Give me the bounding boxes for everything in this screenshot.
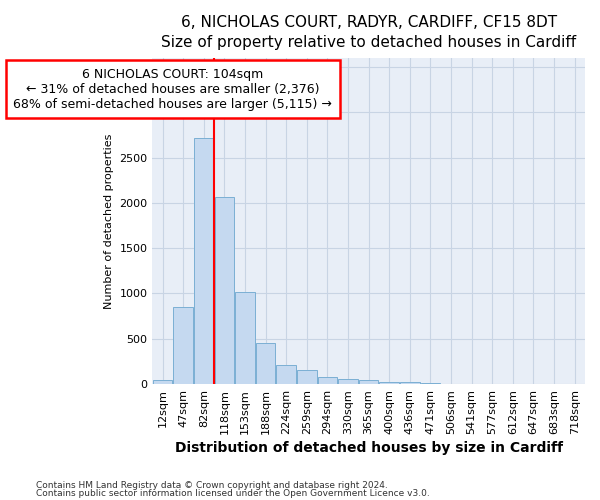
Text: 6 NICHOLAS COURT: 104sqm
← 31% of detached houses are smaller (2,376)
68% of sem: 6 NICHOLAS COURT: 104sqm ← 31% of detach… [13, 68, 332, 111]
Bar [317, 377, 337, 384]
Bar [400, 382, 419, 384]
Bar [297, 370, 317, 384]
Title: 6, NICHOLAS COURT, RADYR, CARDIFF, CF15 8DT
Size of property relative to detache: 6, NICHOLAS COURT, RADYR, CARDIFF, CF15 … [161, 15, 576, 50]
Y-axis label: Number of detached properties: Number of detached properties [104, 134, 114, 308]
Bar [215, 198, 234, 384]
Bar [173, 307, 193, 384]
X-axis label: Distribution of detached houses by size in Cardiff: Distribution of detached houses by size … [175, 441, 563, 455]
Bar [421, 383, 440, 384]
Bar [153, 380, 172, 384]
Bar [277, 365, 296, 384]
Bar [194, 138, 214, 384]
Bar [338, 378, 358, 384]
Text: Contains HM Land Registry data © Crown copyright and database right 2024.: Contains HM Land Registry data © Crown c… [36, 480, 388, 490]
Bar [256, 344, 275, 384]
Bar [235, 292, 255, 384]
Bar [379, 382, 399, 384]
Bar [359, 380, 379, 384]
Text: Contains public sector information licensed under the Open Government Licence v3: Contains public sector information licen… [36, 489, 430, 498]
